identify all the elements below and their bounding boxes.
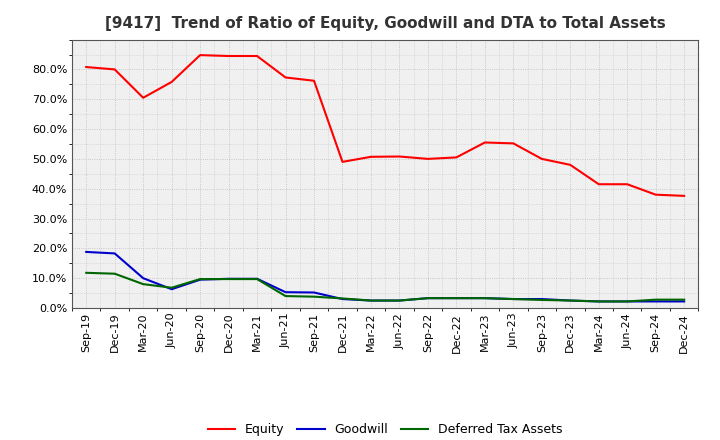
- Equity: [253, 53, 261, 59]
- Deferred Tax Assets: [366, 298, 375, 303]
- Deferred Tax Assets: [338, 296, 347, 301]
- Equity: [310, 78, 318, 84]
- Goodwill: [423, 296, 432, 301]
- Equity: [623, 182, 631, 187]
- Goodwill: [452, 296, 461, 301]
- Legend: Equity, Goodwill, Deferred Tax Assets: Equity, Goodwill, Deferred Tax Assets: [202, 418, 568, 440]
- Equity: [196, 52, 204, 58]
- Goodwill: [566, 298, 575, 303]
- Equity: [509, 141, 518, 146]
- Equity: [366, 154, 375, 159]
- Deferred Tax Assets: [623, 299, 631, 304]
- Equity: [167, 79, 176, 84]
- Deferred Tax Assets: [509, 297, 518, 302]
- Deferred Tax Assets: [395, 298, 404, 303]
- Deferred Tax Assets: [282, 293, 290, 299]
- Deferred Tax Assets: [139, 282, 148, 287]
- Goodwill: [82, 249, 91, 255]
- Equity: [338, 159, 347, 165]
- Deferred Tax Assets: [680, 297, 688, 302]
- Goodwill: [623, 299, 631, 304]
- Deferred Tax Assets: [652, 297, 660, 302]
- Line: Goodwill: Goodwill: [86, 252, 684, 301]
- Equity: [82, 64, 91, 70]
- Equity: [452, 155, 461, 160]
- Deferred Tax Assets: [452, 296, 461, 301]
- Goodwill: [509, 297, 518, 302]
- Goodwill: [196, 277, 204, 282]
- Equity: [537, 156, 546, 161]
- Deferred Tax Assets: [253, 276, 261, 282]
- Equity: [110, 67, 119, 72]
- Equity: [282, 75, 290, 80]
- Goodwill: [110, 251, 119, 256]
- Goodwill: [480, 296, 489, 301]
- Goodwill: [310, 290, 318, 295]
- Deferred Tax Assets: [480, 296, 489, 301]
- Goodwill: [652, 299, 660, 304]
- Equity: [225, 53, 233, 59]
- Deferred Tax Assets: [566, 298, 575, 303]
- Goodwill: [366, 298, 375, 303]
- Deferred Tax Assets: [225, 276, 233, 282]
- Deferred Tax Assets: [110, 271, 119, 276]
- Deferred Tax Assets: [196, 276, 204, 282]
- Deferred Tax Assets: [595, 299, 603, 304]
- Goodwill: [167, 286, 176, 292]
- Equity: [652, 192, 660, 197]
- Title: [9417]  Trend of Ratio of Equity, Goodwill and DTA to Total Assets: [9417] Trend of Ratio of Equity, Goodwil…: [105, 16, 665, 32]
- Equity: [139, 95, 148, 100]
- Goodwill: [253, 276, 261, 282]
- Deferred Tax Assets: [167, 285, 176, 290]
- Goodwill: [595, 299, 603, 304]
- Goodwill: [225, 276, 233, 282]
- Deferred Tax Assets: [423, 296, 432, 301]
- Goodwill: [537, 297, 546, 302]
- Deferred Tax Assets: [310, 294, 318, 299]
- Goodwill: [282, 290, 290, 295]
- Line: Deferred Tax Assets: Deferred Tax Assets: [86, 273, 684, 301]
- Deferred Tax Assets: [537, 297, 546, 303]
- Equity: [595, 182, 603, 187]
- Equity: [395, 154, 404, 159]
- Goodwill: [139, 275, 148, 281]
- Deferred Tax Assets: [82, 270, 91, 275]
- Line: Equity: Equity: [86, 55, 684, 196]
- Goodwill: [395, 298, 404, 303]
- Goodwill: [338, 297, 347, 302]
- Equity: [480, 140, 489, 145]
- Equity: [423, 156, 432, 161]
- Equity: [566, 162, 575, 168]
- Equity: [680, 193, 688, 198]
- Goodwill: [680, 299, 688, 304]
